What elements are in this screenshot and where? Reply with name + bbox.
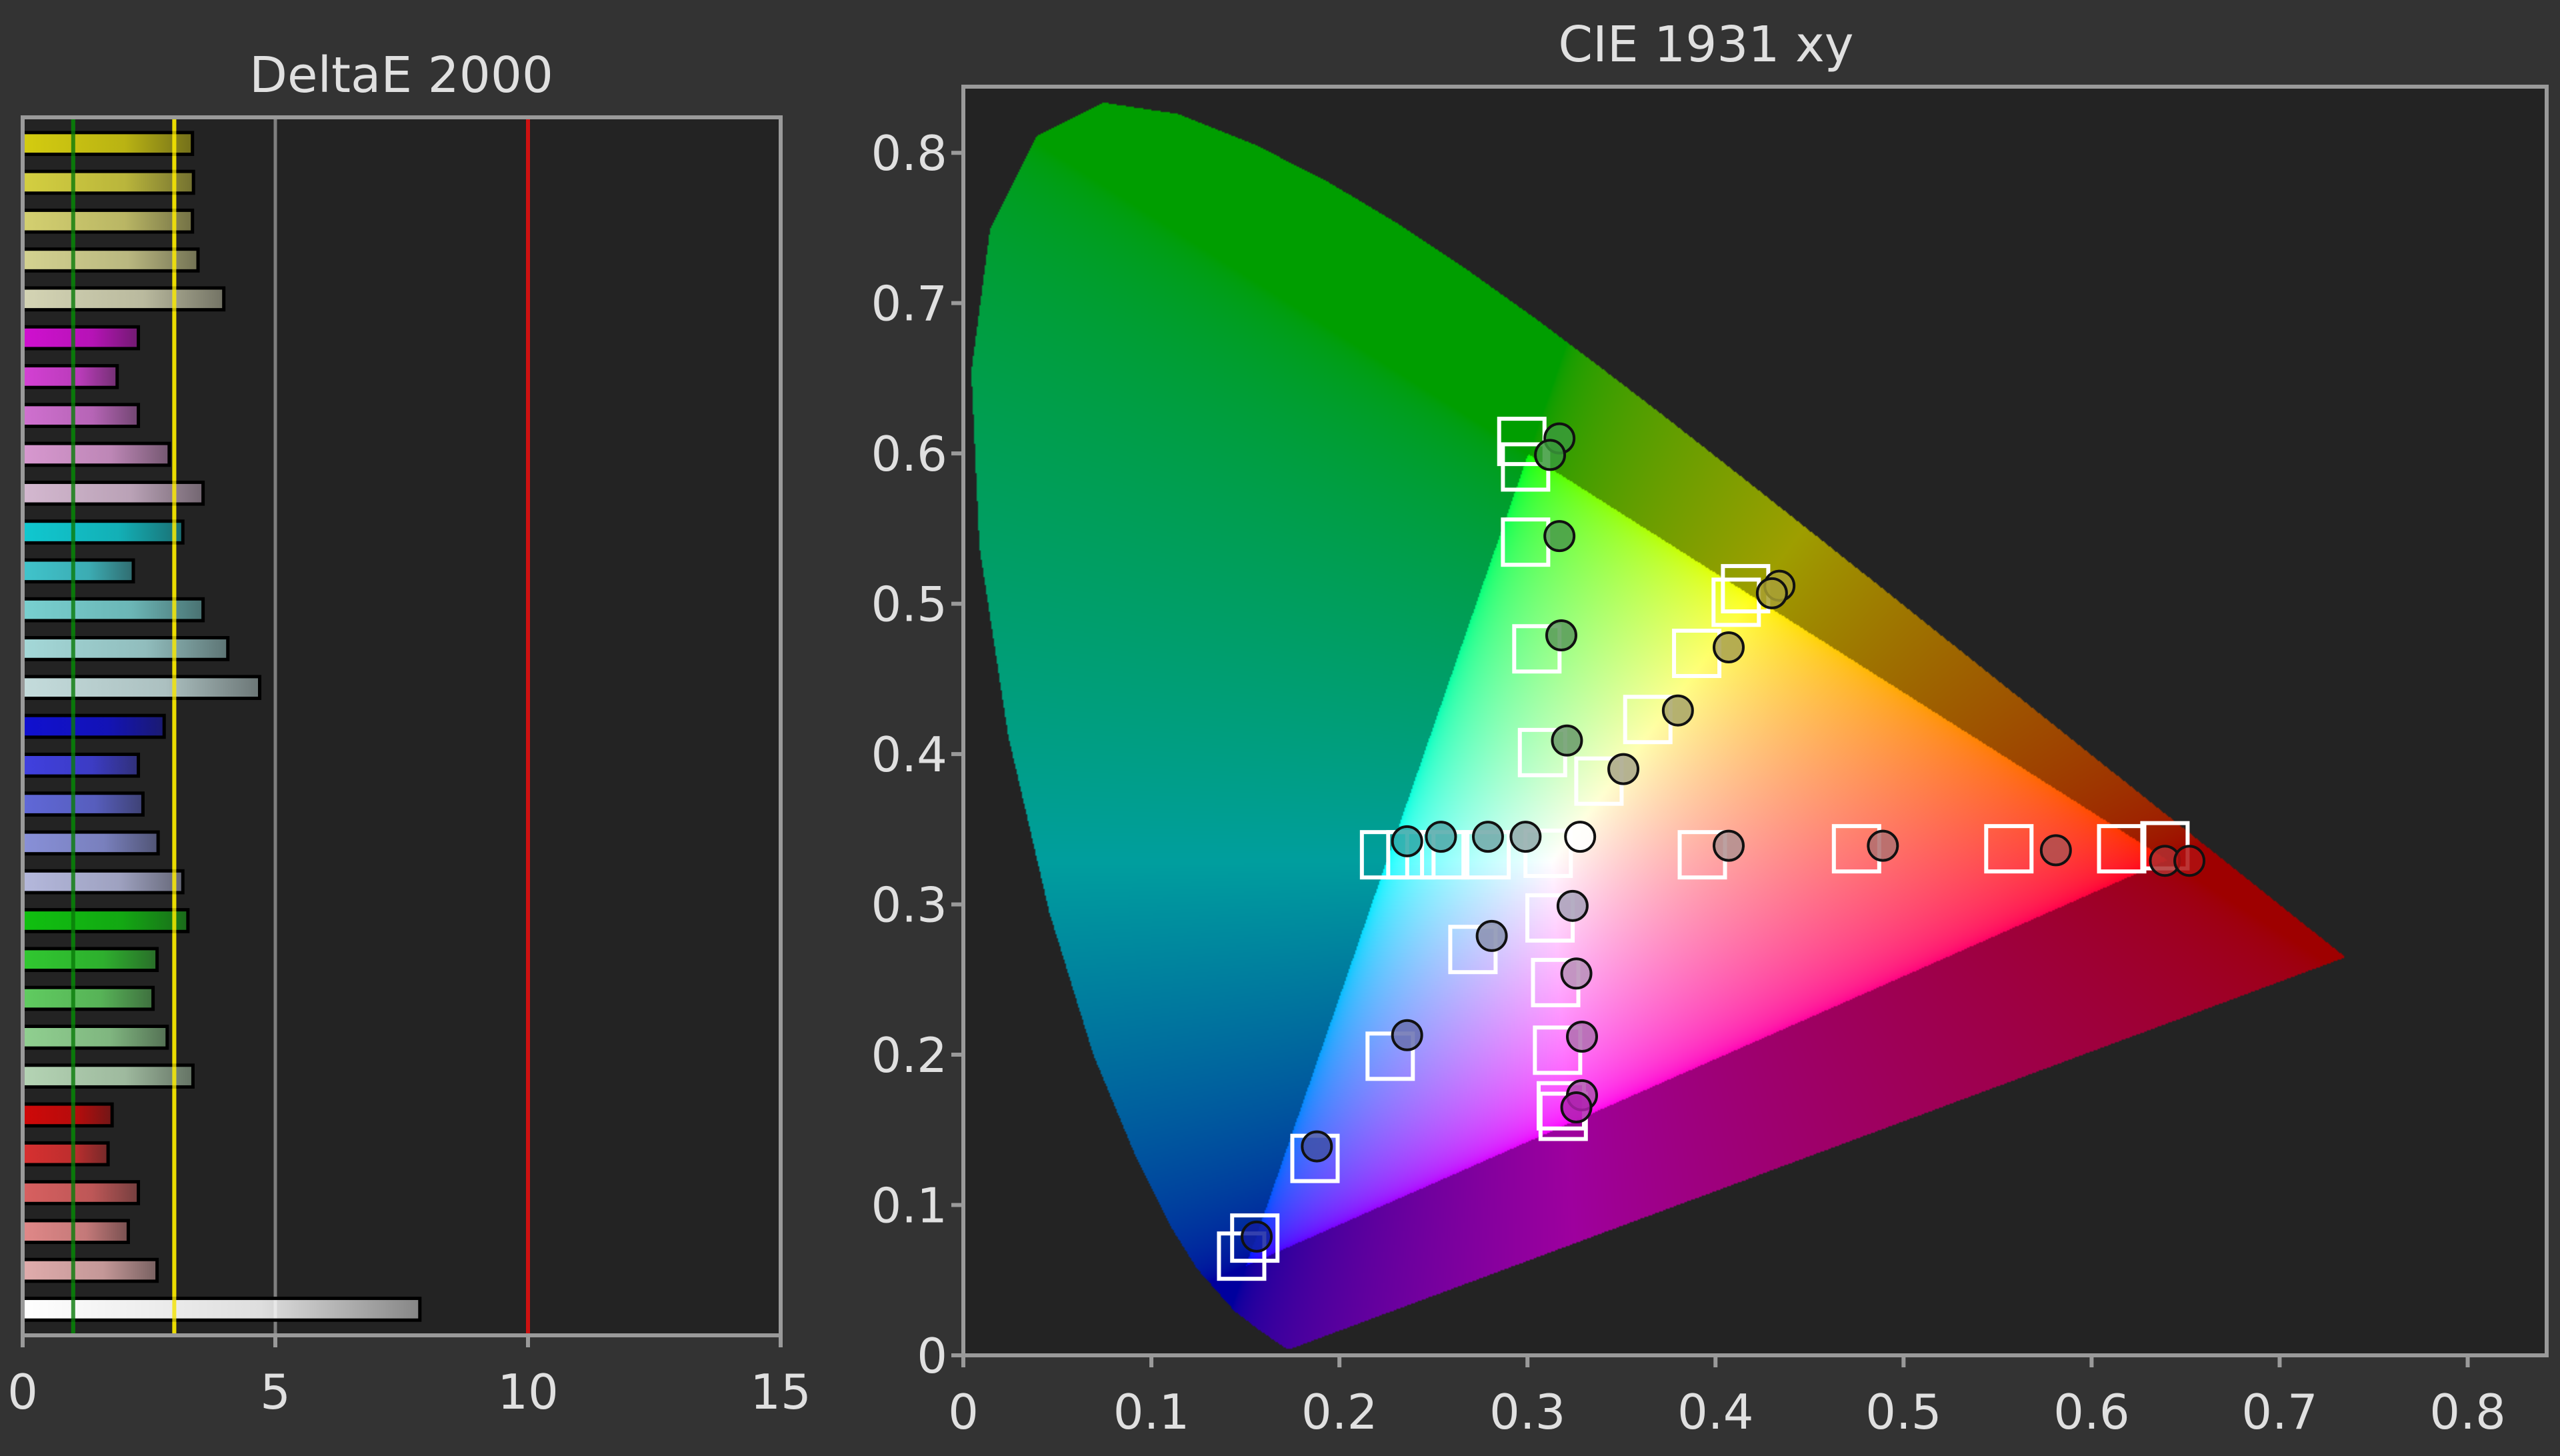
x-tick-label: 0.1	[1113, 1384, 1190, 1440]
measured-point	[1545, 619, 1577, 651]
deltae-bar	[21, 1102, 114, 1128]
measured-point	[1534, 439, 1567, 471]
y-tick-label: 0.4	[871, 727, 947, 783]
deltae-bar	[21, 1219, 130, 1245]
measured-point	[1661, 694, 1694, 727]
target-square	[1365, 1031, 1415, 1081]
measured-point	[1301, 1130, 1333, 1163]
deltae-bar	[21, 558, 135, 584]
x-tick-label: 0.3	[1489, 1384, 1566, 1440]
measured-point	[1391, 1019, 1423, 1051]
deltae-bar	[21, 364, 119, 389]
target-square	[1984, 824, 2034, 874]
measured-point	[1391, 825, 1423, 857]
deltae-bar	[21, 208, 195, 234]
measured-point	[2173, 845, 2206, 877]
deltae-bar	[21, 286, 226, 312]
deltae-bar	[21, 869, 185, 895]
y-tick-label: 0.6	[871, 426, 947, 482]
plot-frame	[961, 85, 2549, 1357]
target-square	[1672, 629, 1722, 679]
measured-point	[2039, 834, 2072, 867]
deltae-bar	[21, 947, 159, 973]
deltae-bar	[21, 131, 195, 156]
x-tick-label: 0.6	[2053, 1384, 2130, 1440]
deltae-bar	[21, 1257, 159, 1283]
x-tick-label: 0.8	[2429, 1384, 2506, 1440]
measured-point	[1564, 821, 1597, 853]
measured-point	[1241, 1220, 1273, 1253]
x-tick-label: 15	[750, 1364, 811, 1420]
deltae-bar	[21, 908, 190, 933]
y-tick-label: 0.1	[871, 1178, 947, 1234]
deltae-bar	[21, 325, 141, 351]
deltae-bar	[21, 1141, 110, 1167]
cie-chart-title: CIE 1931 xy	[1558, 16, 1853, 73]
x-tick-label: 0	[7, 1364, 38, 1420]
deltae-bar-chart: 0 5 10 15	[7, 115, 811, 1420]
deltae-bar	[21, 830, 160, 856]
measured-point	[1560, 1091, 1593, 1123]
y-tick-label: 0.3	[871, 877, 947, 933]
measured-point	[1565, 1020, 1598, 1053]
measured-point	[1471, 821, 1504, 853]
measured-point	[1867, 829, 1899, 862]
measured-point	[1713, 631, 1745, 664]
measured-point	[1607, 753, 1640, 785]
y-tick-label: 0.8	[871, 125, 947, 181]
deltae-bar	[21, 441, 171, 467]
measured-point	[1560, 957, 1593, 990]
deltae-bar	[21, 985, 155, 1011]
target-square	[1523, 828, 1573, 878]
measured-point	[1755, 577, 1788, 609]
y-tick-label: 0.7	[871, 276, 947, 332]
x-tick-label: 0.4	[1677, 1384, 1754, 1440]
target-square	[2097, 824, 2147, 874]
cie-scatter-chart: 0 0.1 0.2 0.3 0.4 0.5 0.6 0.7 0.8 0 0.1 0.2 0.3 0.4 0.…	[871, 85, 2549, 1440]
deltae-bar	[21, 791, 145, 817]
deltae-bar	[21, 713, 166, 739]
deltae-bar	[21, 169, 195, 195]
deltae-bar	[21, 1025, 169, 1050]
measured-point	[1713, 829, 1745, 862]
measured-point	[1509, 821, 1542, 853]
plot-frame	[21, 115, 783, 1337]
y-tick-label: 0.5	[871, 577, 947, 633]
measured-point	[1425, 821, 1457, 853]
deltae-chart-title: DeltaE 2000	[249, 47, 553, 104]
y-tick-label: 0	[917, 1328, 947, 1384]
x-tick-label: 0.7	[2241, 1384, 2318, 1440]
y-tick-label: 0.2	[871, 1027, 947, 1083]
measured-point	[1475, 919, 1508, 952]
deltae-bar	[21, 403, 141, 428]
deltae-bar	[21, 1297, 422, 1322]
target-square	[1501, 517, 1551, 567]
deltae-bar	[21, 675, 262, 701]
x-tick-label: 0.5	[1865, 1384, 1942, 1440]
cie-chromaticity-diagram	[963, 87, 2547, 1355]
measured-point	[1543, 520, 1576, 553]
deltae-bar	[21, 1063, 195, 1089]
x-tick-label: 10	[497, 1364, 559, 1420]
target-square	[1711, 577, 1761, 627]
x-tick-label: 0	[948, 1384, 979, 1440]
x-tick-label: 0.2	[1301, 1384, 1378, 1440]
deltae-bar	[21, 1180, 141, 1205]
x-tick-label: 5	[260, 1364, 291, 1420]
deltae-bar	[21, 752, 141, 778]
measured-point	[1551, 724, 1583, 757]
deltae-bar	[21, 247, 200, 273]
deltae-bar	[21, 636, 230, 661]
measured-point	[1556, 889, 1589, 922]
target-square	[1230, 1213, 1280, 1263]
deltae-bar	[21, 519, 185, 545]
